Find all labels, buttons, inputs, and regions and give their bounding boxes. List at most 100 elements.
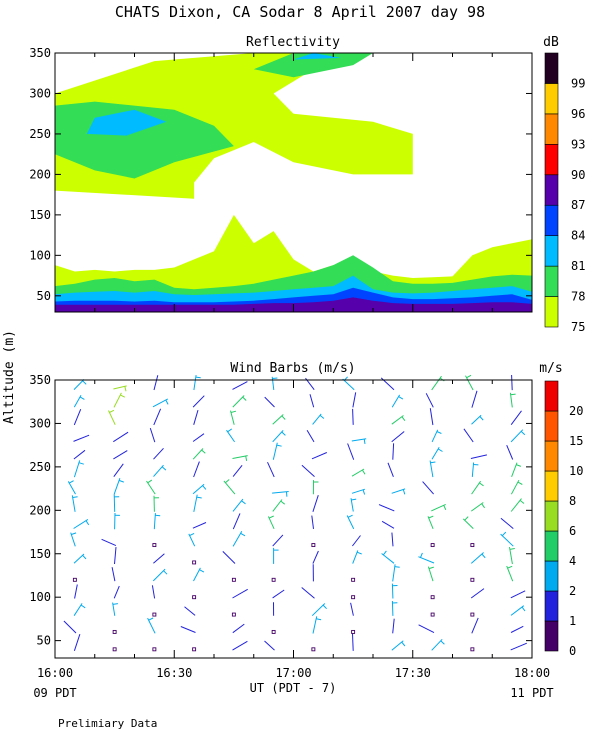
wind-calm-mark [192,595,197,600]
wind-barb [272,589,285,599]
wind-barb [391,394,401,408]
wind-barb [471,617,479,634]
reflectivity-upper-feature-3 [253,53,373,78]
wind-barb [312,495,319,512]
footer-right-sub: 11 PDT [510,686,553,700]
wind-barb-flag [161,466,167,471]
wind-barb [510,429,524,443]
wind-calm-mark [112,629,117,634]
wind-calm-mark [470,577,475,582]
wind-barb-flag [420,552,423,558]
wind-barb-flag [189,532,195,537]
wind-barb-flag [509,548,515,550]
wind-calm-mark [351,629,356,634]
wind-barb [232,381,248,390]
wind-barb-flag [230,410,237,413]
wind-colorbar-swatch-15 [544,410,559,442]
wind-barb [193,461,200,478]
wind-barb [391,431,405,443]
wind-barb [306,429,315,443]
wind-barb-flag [148,617,154,621]
wind-barb-flag [362,489,366,495]
wind-barb [111,567,116,582]
reflectivity-colorbar-swatch-99 [544,52,559,84]
wind-barb [74,584,78,599]
wind-barb-flag [402,489,406,495]
wind-calm-mark [470,612,475,617]
wind-barb [73,449,86,460]
wind-barb [151,585,156,599]
wind-barb [184,606,196,616]
wind-barb-flag [201,449,206,454]
wind-barb [232,530,243,547]
wind-barb-flag [147,479,153,484]
wind-barb [352,408,354,425]
wind-barb-flag [430,461,436,464]
wind-barb-flag [481,553,486,559]
wind-ytick-label-100: 100 [29,590,51,604]
wind-barb [378,504,395,512]
wind-barb-flag [281,431,286,436]
wind-barb-flag [363,438,366,444]
wind-barb-flag [351,498,357,501]
wind-barb-flag [82,554,87,560]
wind-barb [347,443,355,460]
wind-barb [73,409,82,426]
wind-barb [232,498,244,512]
wind-calm-mark [430,612,435,617]
wind-barb [193,494,198,512]
wind-barb [153,408,162,426]
wind-ytick-label-350: 350 [29,373,51,387]
wind-barb [113,585,120,599]
wind-barb [70,532,76,547]
reflectivity-colorbar-swatch-96 [544,83,559,115]
reflectivity-ticks: 50 100 150 200 250 300 350 [29,46,533,312]
wind-ytick-label-200: 200 [29,503,51,517]
reflectivity-colorbar-swatch-90 [544,144,559,176]
wind-barb [153,553,165,564]
wind-barb-flag [521,606,526,612]
wind-barb [418,556,435,564]
wind-barb [471,502,484,512]
refl-ytick-label-300: 300 [29,86,51,100]
reflectivity-upper-feature-4 [293,53,342,60]
wind-barb [427,516,434,529]
wind-barb [153,375,159,391]
wind-barb-flag [437,448,443,452]
reflectivity-title: Reflectivity [246,35,340,50]
wind-calm-mark [470,543,475,548]
wind-barb [510,642,527,651]
wind-colorbar-swatch-1 [544,590,559,622]
wind-barb [471,480,482,495]
wind-barb [352,535,361,547]
wind-calm-mark [192,560,197,565]
wind-barb [272,534,284,547]
refl-ytick-label-250: 250 [29,127,51,141]
wind-ytick-label-250: 250 [29,460,51,474]
wind-barb [153,447,164,460]
reflectivity-colorbar: 75 78 81 84 87 90 93 96 99 [544,52,585,334]
wind-barb-flag [165,399,169,405]
wind-barb [152,398,169,408]
refl-ytick-label-150: 150 [29,208,51,222]
wind-barb-flag [124,386,127,392]
wind-barb [506,445,514,460]
wind-barb [193,409,199,425]
refl-ytick-label-100: 100 [29,248,51,262]
wind-calm-mark [271,577,276,582]
wind-barb [510,625,524,633]
wind-barb [267,516,275,530]
wind-barb-flag [520,431,526,436]
wind-barb [510,410,522,425]
wind-colorbar-title: m/s [539,361,562,376]
reflectivity-upper-feature-2 [86,109,167,136]
wind-barb-flag [85,520,90,526]
wind-barb [392,618,395,634]
wind-barb-flag [516,464,522,467]
wind-colorbar-label-4: 4 [569,554,576,568]
wind-barb [301,464,315,477]
wind-barb-flag [163,570,168,575]
refl-ytick-label-350: 350 [29,46,51,60]
wind-calm-mark [112,647,117,652]
wind-barb-flag [479,416,484,421]
